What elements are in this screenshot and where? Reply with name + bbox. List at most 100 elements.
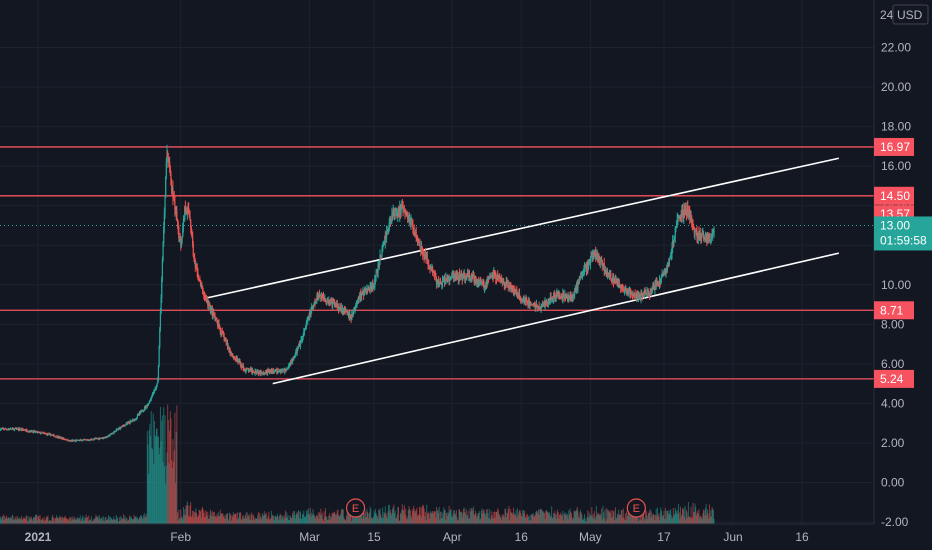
candle [579, 272, 582, 280]
currency-button[interactable] [892, 4, 929, 25]
candle [545, 300, 547, 307]
candle-body [652, 286, 655, 288]
candle [349, 314, 352, 319]
candle-body [81, 440, 83, 442]
candle-body [604, 270, 607, 272]
volume-bar [655, 508, 657, 524]
candle-body [37, 431, 39, 433]
y-tick-label: -2.00 [881, 515, 909, 529]
candle [178, 235, 181, 243]
candle-body [107, 435, 109, 438]
volume-bar [560, 512, 562, 524]
candle [219, 324, 221, 330]
candle [460, 269, 463, 280]
volume-bar [480, 510, 482, 524]
candle-body [75, 440, 77, 442]
volume-bar [72, 516, 74, 524]
candle [474, 275, 476, 286]
candle [551, 296, 553, 303]
candle [518, 289, 520, 300]
volume-bar [668, 514, 670, 524]
candle-body [391, 214, 394, 215]
candle-body [469, 279, 471, 281]
volume-bar [685, 519, 687, 524]
volume-bar [148, 429, 150, 524]
volume-bar [666, 510, 668, 524]
candle [659, 279, 661, 288]
candle [135, 417, 137, 421]
volume-bar [10, 516, 12, 524]
candle-body [88, 440, 91, 442]
volume-bar [175, 483, 177, 524]
candle-body [555, 298, 557, 300]
candle-body [378, 260, 380, 267]
volume-bar [445, 519, 447, 524]
candle [460, 271, 462, 277]
candle [383, 240, 385, 246]
volume-bar [515, 510, 517, 524]
volume-bar [372, 516, 374, 524]
candle-body [168, 161, 170, 163]
volume-bar [610, 510, 612, 524]
candle [560, 296, 562, 299]
candle-body [50, 433, 52, 436]
candle-body [418, 239, 420, 244]
candle-body [567, 296, 569, 300]
candle-body [572, 294, 574, 299]
candle-body [420, 246, 423, 251]
candle-body [609, 273, 611, 276]
volume-bar [334, 511, 336, 524]
volume-bar [443, 507, 445, 524]
candle [472, 270, 474, 280]
candle-body [198, 280, 200, 281]
candle [303, 327, 306, 336]
volume-bar [630, 515, 632, 524]
candle [37, 431, 39, 434]
candle [309, 309, 311, 321]
volume-bar [660, 510, 662, 524]
volume-bar [695, 515, 697, 524]
candle [633, 292, 636, 299]
candle [531, 303, 533, 307]
volume-bar [34, 516, 36, 524]
candle-body [566, 295, 568, 298]
candle [443, 274, 446, 287]
volume-bar [94, 518, 96, 524]
candle [40, 432, 42, 435]
candle-body [374, 276, 377, 280]
candle-body [48, 433, 50, 435]
candle [493, 269, 496, 279]
candle [687, 209, 690, 220]
candle-body [90, 439, 92, 441]
candle-body [91, 439, 93, 441]
volume-bar [19, 519, 21, 524]
volume-bar [100, 519, 102, 524]
volume-bar [439, 519, 441, 524]
volume-bar [661, 517, 663, 524]
volume-bar [254, 518, 256, 524]
candle [690, 210, 692, 222]
candle-body [679, 215, 681, 218]
candle-body [138, 414, 140, 416]
volume-bar [657, 507, 659, 524]
candle [528, 296, 530, 308]
candle [617, 277, 619, 288]
candle-body [72, 440, 74, 442]
candle [240, 364, 242, 371]
volume-bar [232, 512, 234, 524]
candle [478, 280, 480, 287]
volume-bar [194, 512, 196, 524]
candle-body [555, 294, 557, 299]
candle-body [536, 304, 538, 308]
candle [100, 438, 102, 439]
volume-bar [554, 510, 556, 524]
volume-bar [577, 511, 579, 524]
candle-body [89, 439, 91, 441]
candle-body [430, 267, 432, 270]
candle [149, 398, 152, 401]
volume-bar [105, 517, 107, 524]
candle-body [382, 246, 384, 251]
volume-bar [679, 519, 681, 524]
candle [523, 294, 525, 305]
